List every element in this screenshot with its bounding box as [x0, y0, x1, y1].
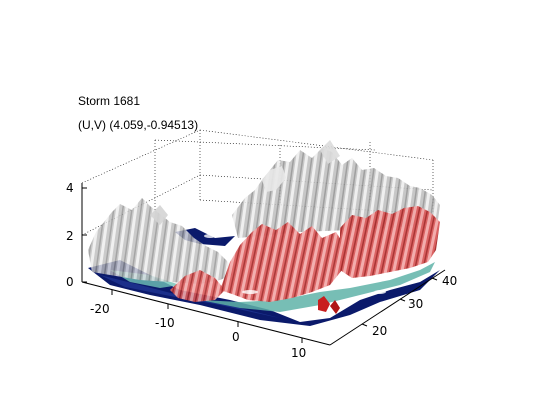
z-tick-2: 2 [66, 229, 74, 243]
figure-subtitle: (U,V) (4.059,-0.94513) [78, 118, 199, 132]
z-tick-4: 4 [66, 181, 74, 195]
figure-title: Storm 1681 [78, 94, 141, 108]
y-tick-30: 30 [408, 297, 423, 311]
y-tick-20: 20 [372, 324, 387, 338]
z-axis-ticks [82, 187, 87, 283]
y-tick-40: 40 [442, 274, 457, 288]
surface-highlights [204, 234, 386, 294]
x-tick-neg10: -10 [155, 316, 175, 330]
x-tick-neg20: -20 [90, 302, 110, 316]
x-axis-ticks [111, 290, 303, 343]
x-tick-0: 0 [232, 330, 240, 344]
z-tick-0: 0 [66, 275, 74, 289]
x-tick-10: 10 [291, 346, 306, 360]
y-axis-ticks [361, 277, 438, 327]
surface-red [170, 206, 440, 314]
axes-lines [81, 183, 446, 346]
